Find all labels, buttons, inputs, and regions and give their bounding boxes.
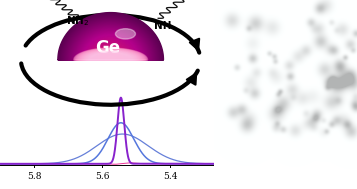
Polygon shape [87,52,135,60]
Polygon shape [94,44,128,60]
Text: NH$_2$: NH$_2$ [66,14,89,28]
Polygon shape [101,51,120,60]
Polygon shape [61,16,160,60]
Polygon shape [78,31,143,60]
Polygon shape [65,19,156,60]
Polygon shape [63,17,159,60]
Polygon shape [65,19,157,60]
Text: Ge: Ge [95,39,121,57]
Polygon shape [102,52,120,60]
Text: NH: NH [154,21,171,31]
Polygon shape [96,47,125,60]
Polygon shape [81,33,141,60]
Polygon shape [104,54,117,60]
Polygon shape [77,30,144,60]
Polygon shape [59,13,162,60]
Polygon shape [79,32,142,60]
Polygon shape [69,22,152,60]
Polygon shape [74,48,147,60]
Polygon shape [91,42,131,60]
Polygon shape [95,46,126,60]
Polygon shape [76,49,145,60]
Polygon shape [90,41,131,60]
Polygon shape [84,51,137,60]
Polygon shape [86,38,136,60]
Polygon shape [105,55,116,60]
Polygon shape [92,43,130,60]
Polygon shape [68,22,153,60]
Polygon shape [83,51,139,60]
Polygon shape [97,48,124,60]
Polygon shape [83,35,138,60]
Polygon shape [78,50,143,60]
Polygon shape [92,44,129,60]
Polygon shape [87,39,134,60]
Polygon shape [106,56,115,60]
Polygon shape [99,49,123,60]
Polygon shape [75,48,147,60]
Polygon shape [103,53,119,60]
Polygon shape [82,51,139,60]
Polygon shape [76,29,145,60]
Ellipse shape [115,29,135,39]
Polygon shape [89,53,133,60]
Text: 5.4: 5.4 [163,172,177,181]
Polygon shape [108,57,114,60]
Polygon shape [71,25,150,60]
Polygon shape [70,23,152,60]
Polygon shape [60,15,161,60]
Polygon shape [86,52,136,60]
Polygon shape [64,18,157,60]
Polygon shape [107,57,115,60]
Polygon shape [76,29,146,60]
Polygon shape [87,38,135,60]
Polygon shape [84,36,137,60]
Polygon shape [71,24,151,60]
Text: δ (ppm): δ (ppm) [216,172,251,182]
Polygon shape [100,50,121,60]
Polygon shape [75,28,147,60]
Polygon shape [104,53,118,60]
Polygon shape [60,14,162,60]
Polygon shape [89,41,132,60]
Polygon shape [81,34,140,60]
Polygon shape [94,45,127,60]
Polygon shape [73,26,148,60]
Polygon shape [81,50,140,60]
Polygon shape [97,47,125,60]
Polygon shape [80,50,141,60]
Polygon shape [88,40,133,60]
Polygon shape [80,32,141,60]
Polygon shape [87,53,134,60]
Polygon shape [85,52,136,60]
Polygon shape [58,13,164,60]
Text: 5.6: 5.6 [95,172,109,181]
Polygon shape [99,50,122,60]
Polygon shape [89,53,132,60]
Polygon shape [66,20,155,60]
Polygon shape [72,26,149,60]
Polygon shape [76,49,146,60]
Polygon shape [77,49,144,60]
Polygon shape [82,35,139,60]
Polygon shape [85,37,136,60]
Polygon shape [74,27,147,60]
Polygon shape [79,50,142,60]
Polygon shape [62,16,159,60]
Polygon shape [67,21,154,60]
Text: 5.8: 5.8 [27,172,41,181]
